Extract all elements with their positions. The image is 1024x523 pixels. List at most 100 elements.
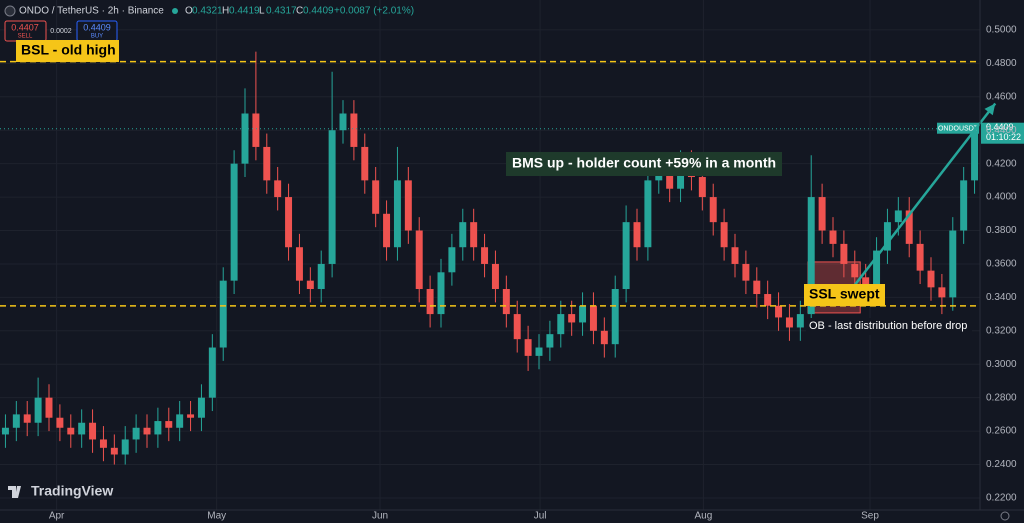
candle-body [12,414,20,428]
y-tick-label: 0.4200 [986,158,1017,169]
grid [0,0,980,510]
candle-body [121,439,129,455]
candle-body [197,397,205,418]
candle-body [666,172,674,189]
candle-body [589,305,597,331]
candle-body [524,339,532,356]
candle-body [698,177,706,198]
x-tick-label: Sep [861,511,879,522]
candle-body [916,243,924,271]
candle-body [481,247,489,264]
ohlc-value: 0.4409 [303,6,334,17]
y-tick-label: 0.3000 [986,359,1017,370]
candle-body [840,243,848,264]
candle-body [1,427,9,435]
symbol-tag [937,122,979,134]
candle-body [34,397,42,423]
x-tick-label: Aug [695,511,713,522]
candle-body [383,213,391,248]
candle-body [796,314,804,328]
candle-body [295,247,303,281]
candle-body [818,197,826,231]
buy-price[interactable]: 0.4409 [83,22,111,32]
candle-body [143,427,151,435]
symbol: ONDO / TetherUS · 2h · Binance [19,6,164,17]
candle-body [655,172,663,181]
status-dot [172,8,178,14]
y-tick-label: 0.2400 [986,459,1017,470]
candle-body [415,230,423,290]
candle-body [905,210,913,244]
ssl-text: SSL swept [809,286,880,302]
candle-body [677,163,685,189]
sell-price[interactable]: 0.4407 [11,22,39,32]
buy-label[interactable]: BUY [91,34,103,40]
ohlc-value: 0.4321 [192,6,223,17]
ohlc-key: C [296,6,303,17]
candle-body [339,113,347,131]
candle-body [45,397,53,418]
candle-body [252,113,260,147]
candle-body [274,180,282,198]
x-tick-label: Jul [534,511,547,522]
candle-body [829,230,837,244]
y-tick-label: 0.4600 [986,91,1017,102]
x-tick-label: Apr [49,511,65,522]
brand-icon [8,486,21,498]
candle-body [971,128,979,181]
candle-body [644,180,652,248]
candle-body [23,414,31,423]
candle-body [622,222,630,290]
candle-body [579,305,587,323]
settings-icon[interactable] [1000,511,1010,521]
candle-body [448,247,456,273]
candle-body [317,263,325,290]
candle-body [165,421,173,428]
y-tick-label: 0.3200 [986,325,1017,336]
ohlc-value: 0.4419 [229,6,260,17]
y-tick-label: 0.3400 [986,292,1017,303]
candle-body [361,146,369,181]
candle-body [110,447,118,455]
candle-body [89,422,97,440]
candle-body [949,230,957,298]
y-tick-label: 0.2200 [986,493,1017,504]
candle-body [491,263,499,290]
candle-body [208,347,216,398]
candle-body [927,270,935,288]
ohlc-key: O [185,6,193,17]
candle-body [285,197,293,248]
ohlc-key: L [259,6,265,17]
brand: TradingView [31,483,113,499]
ob-bg [806,318,972,335]
arrow-head [984,103,996,116]
candle-body [764,294,772,306]
candle-body [372,180,380,214]
symbol-tag-text: ONDOUSDT [938,126,979,133]
candle-body [557,314,565,335]
y-tick-label: 0.2800 [986,392,1017,403]
candle-body [546,334,554,348]
candle-body [600,330,608,345]
candle-body [775,305,783,318]
candle-body [426,289,434,315]
ohlc: O 0.4321 H 0.4419 L 0.4317 C 0.4409 [185,6,334,17]
candle-body [132,427,140,440]
candle-body [742,263,750,281]
y-tick-label: 0.4800 [986,58,1017,69]
candle-body [960,180,968,231]
bms-box [506,152,782,176]
y-tick-label: 0.3800 [986,225,1017,236]
bsl-box [16,40,119,62]
symbol-icon [4,5,16,17]
candle-body [938,287,946,298]
sell-label[interactable]: SELL [18,34,33,40]
candle-body [437,272,445,315]
y-tick-label: 0.4000 [986,192,1017,203]
candle-body [753,280,761,295]
y-tick-label: 0.4400 [986,125,1017,136]
candle-body [568,314,576,323]
candle-body [731,247,739,264]
